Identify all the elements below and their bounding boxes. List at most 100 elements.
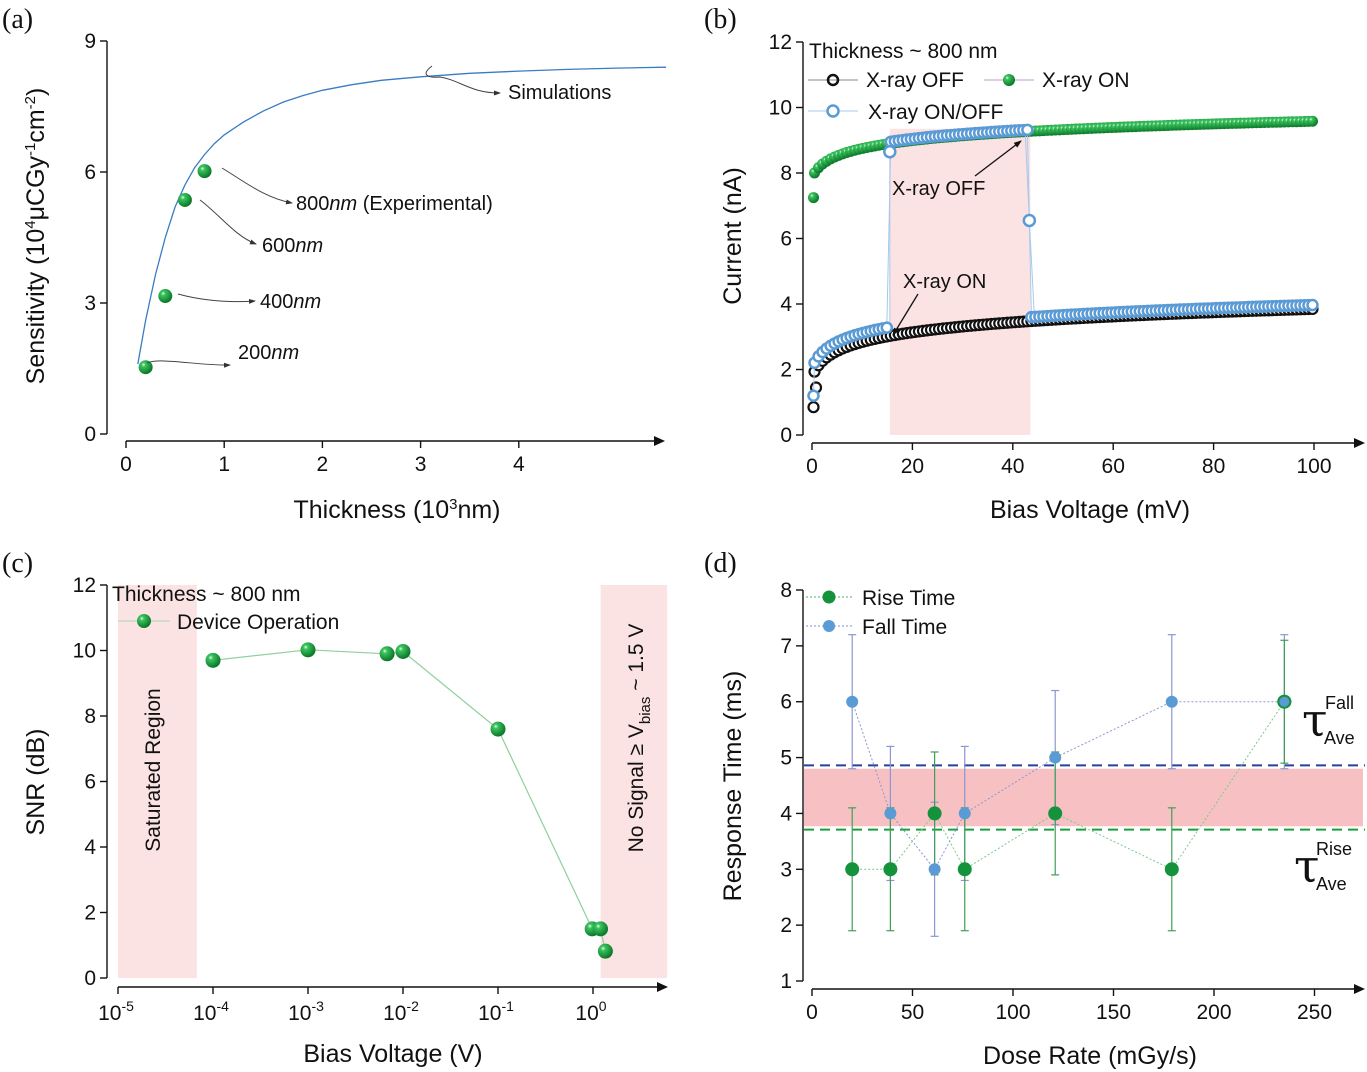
annotation-simulations: Simulations <box>508 82 611 104</box>
legend-label-fall-time: Fall Time <box>862 616 947 639</box>
x-axis-label-c: Bias Voltage (V) <box>303 1040 482 1068</box>
annotation-arrow-xray-on <box>892 293 919 336</box>
x-axis-arrow-d <box>1354 984 1365 994</box>
x-tick-label-d: 200 <box>1196 1001 1231 1024</box>
x-axis-label-d: Dose Rate (mGy/s) <box>983 1042 1197 1070</box>
x-axis-label-a: Thickness (103nm) <box>293 496 500 524</box>
fall-time-point <box>884 807 897 820</box>
legend-d: Rise Time Fall Time <box>806 587 955 639</box>
device-operation-point <box>593 921 609 937</box>
x-axis-arrow-a <box>654 436 665 446</box>
panel-label-b: (b) <box>704 4 737 35</box>
legend-b: X-ray OFF X-ray ON X-ray ON/OFF <box>808 69 1130 124</box>
x-tick-label-d: 100 <box>995 1001 1030 1024</box>
xray-on-point <box>1306 115 1318 127</box>
y-tick-label-c: 4 <box>84 836 96 859</box>
fall-time-point <box>1277 694 1292 709</box>
marks-d <box>804 634 1365 937</box>
panel-a: (a) 0 3 6 9 0 1 2 3 4 Thickness (103nm) Sensitiv… <box>2 4 667 524</box>
y-axis-label-c: SNR (dB) <box>22 729 50 836</box>
experimental-point <box>197 164 212 179</box>
shaded-switch-region <box>889 128 1031 435</box>
legend-marker-xray-off <box>826 73 840 87</box>
legend-label-xray-off: X-ray OFF <box>866 69 964 92</box>
legend-marker-device-operation <box>137 614 151 628</box>
legend-marker-xray-on <box>1003 74 1015 86</box>
xray-onoff-switch-off <box>1024 135 1030 221</box>
y-tick-label-a: 0 <box>84 423 96 446</box>
marks-b <box>807 115 1319 414</box>
y-tick-label-b: 10 <box>769 97 792 120</box>
y-tick-label-d: 8 <box>780 579 792 602</box>
legend-c: Device Operation <box>118 611 339 634</box>
rise-time-point <box>883 862 898 877</box>
tau-rise-symbol: τ <box>1294 839 1319 893</box>
x-tick-label-d: 50 <box>901 1001 924 1024</box>
legend-label-device-operation: Device Operation <box>177 611 339 634</box>
x-tick-label-a: 1 <box>218 453 230 476</box>
axes-b: 0 2 4 6 8 10 12 0 20 40 60 80 100 <box>769 31 1365 478</box>
annotation-200nm: 200nm <box>238 342 299 364</box>
rise-time-point <box>1164 862 1179 877</box>
x-tick-label-a: 3 <box>415 453 427 476</box>
xray-onoff-point <box>1306 298 1319 312</box>
x-axis-arrow-b <box>1354 438 1365 448</box>
tau-fall-label: τ Fall Ave <box>1302 693 1355 748</box>
rise-time-point <box>845 862 860 877</box>
chart-title-b: Thickness ~ 800 nm <box>809 40 998 63</box>
x-tick-label-a: 4 <box>513 453 525 476</box>
xray-onoff-point <box>883 144 897 159</box>
experimental-point <box>177 192 192 207</box>
x-tick-label-c: 10-2 <box>383 998 419 1025</box>
y-tick-label-a: 3 <box>84 292 96 315</box>
shaded-regions-c <box>118 585 668 978</box>
no-signal-region <box>600 585 668 978</box>
fall-time-point <box>958 807 971 820</box>
y-tick-label-d: 1 <box>780 970 792 993</box>
annotation-arrow-600nm <box>199 199 257 245</box>
y-axis-label-b: Current (nA) <box>719 167 747 305</box>
x-tick-label-a: 2 <box>317 453 329 476</box>
y-tick-label-b: 6 <box>780 228 792 251</box>
saturated-region <box>118 585 197 978</box>
x-axis-arrow-c <box>657 982 668 992</box>
average-band <box>804 768 1363 827</box>
annotation-xray-off: X-ray OFF <box>892 178 985 200</box>
y-tick-label-c: 2 <box>84 902 96 925</box>
x-tick-label-b: 80 <box>1202 455 1225 478</box>
device-operation-point <box>205 652 221 668</box>
fall-time-point <box>928 863 941 876</box>
region-label-no-signal: No Signal ≥ Vbias ~ 1.5 V <box>625 624 654 853</box>
legend-marker-xray-onoff <box>826 104 840 118</box>
xray-onoff-point <box>880 321 894 334</box>
y-tick-label-b: 0 <box>780 424 792 447</box>
rise-time-point <box>957 862 972 877</box>
device-operation-point <box>300 642 316 658</box>
x-tick-label-a: 0 <box>120 453 132 476</box>
annotation-800nm: 800nm (Experimental) <box>296 193 493 215</box>
shaded-region-b <box>889 128 1031 435</box>
x-axis-label-b: Bias Voltage (mV) <box>990 496 1190 524</box>
x-tick-label-c: 10-1 <box>478 998 514 1025</box>
region-label-saturated: Saturated Region <box>142 688 165 851</box>
tau-rise-label: τ Rise Ave <box>1294 839 1352 894</box>
chart-title-c: Thickness ~ 800 nm <box>112 583 301 606</box>
legend-label-xray-onoff: X-ray ON/OFF <box>868 101 1003 124</box>
xray-onoff-point <box>1021 123 1034 137</box>
y-tick-label-c: 10 <box>73 640 96 663</box>
axes-c: 0 2 4 6 8 10 12 10-5 10-4 10-3 10-2 10-1 100 <box>73 574 668 1025</box>
panel-label-a: (a) <box>2 4 33 35</box>
marks-a <box>137 66 667 375</box>
tau-fall-symbol: τ <box>1302 693 1327 747</box>
y-tick-label-c: 0 <box>84 967 96 990</box>
y-tick-label-d: 4 <box>780 802 792 825</box>
x-tick-label-c: 10-4 <box>193 998 229 1025</box>
y-tick-label-b: 4 <box>780 293 792 316</box>
x-tick-label-d: 0 <box>806 1001 818 1024</box>
x-tick-label-b: 100 <box>1296 455 1331 478</box>
x-tick-label-d: 250 <box>1297 1001 1332 1024</box>
axes-a: 0 3 6 9 0 1 2 3 4 <box>84 30 665 476</box>
x-tick-label-d: 150 <box>1096 1001 1131 1024</box>
device-operation-point <box>597 943 613 959</box>
